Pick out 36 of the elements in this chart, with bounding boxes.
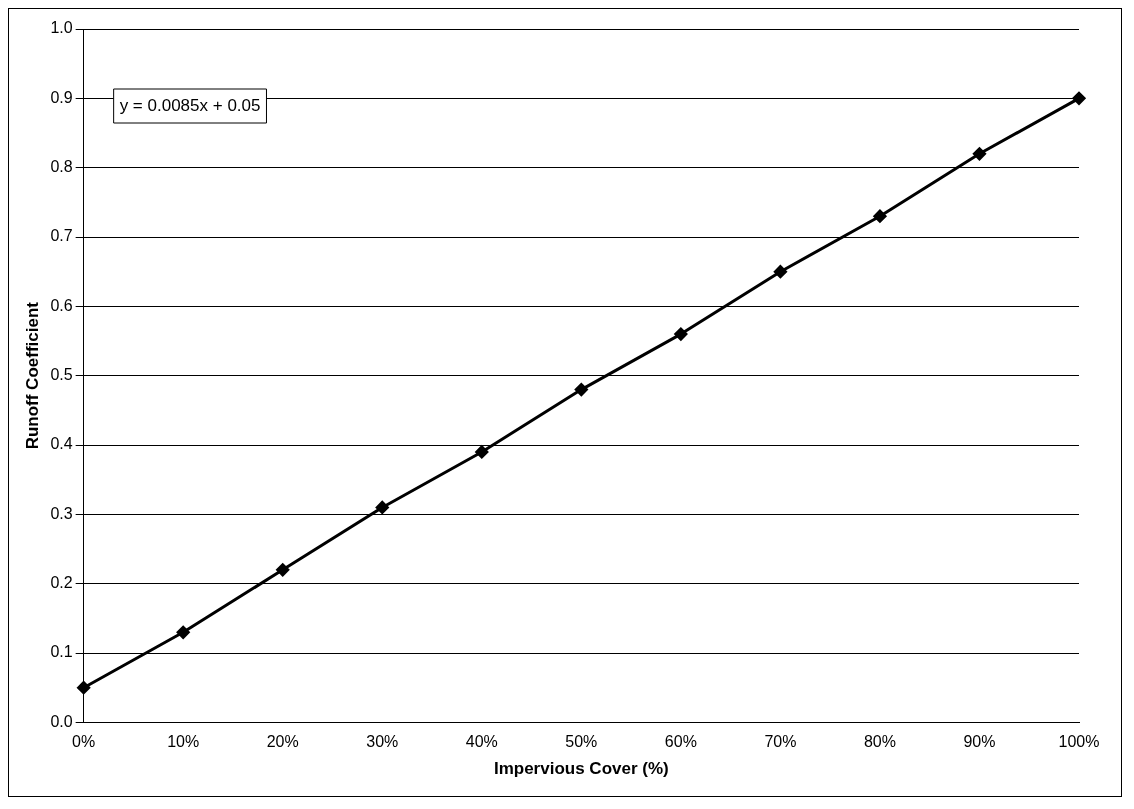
x-axis-title: Impervious Cover (%) xyxy=(493,759,669,779)
x-tick-label: 50% xyxy=(565,733,598,751)
x-tick-label: 70% xyxy=(764,733,797,751)
y-tick-label: 0.5 xyxy=(50,366,73,384)
y-axis-title: Runoff Coefficient xyxy=(22,301,42,450)
point xyxy=(873,209,887,223)
point xyxy=(773,265,787,279)
annotation: y = 0.0085x + 0.05 xyxy=(119,95,261,115)
point xyxy=(574,383,588,397)
point xyxy=(176,625,190,639)
x-tick-label: 100% xyxy=(1058,733,1100,751)
y-tick-label: 0.6 xyxy=(50,296,73,314)
x-tick-label: 20% xyxy=(266,733,299,751)
point xyxy=(276,563,290,577)
point xyxy=(77,681,91,695)
point xyxy=(375,500,389,514)
x-tick-label: 30% xyxy=(366,733,399,751)
x-tick-label: 0% xyxy=(72,733,96,751)
y-tick-label: 0.1 xyxy=(50,643,73,661)
point xyxy=(674,327,688,341)
y-tick-label: 0.8 xyxy=(50,158,73,176)
x-tick-label: 80% xyxy=(863,733,896,751)
y-tick-label: 0.3 xyxy=(50,504,73,522)
x-tick-label: 90% xyxy=(963,733,996,751)
y-tick-label: 0.0 xyxy=(50,712,73,730)
point xyxy=(1072,91,1086,105)
y-tick-label: 0.2 xyxy=(50,574,73,592)
x-tick-label: 10% xyxy=(167,733,200,751)
y-tick-label: 0.4 xyxy=(50,435,73,453)
y-tick-label: 0.9 xyxy=(50,88,73,106)
x-tick-label: 40% xyxy=(465,733,498,751)
x-tick-label: 60% xyxy=(664,733,697,751)
y-tick-label: 0.7 xyxy=(50,227,73,245)
y-tick-label: 1.0 xyxy=(50,19,73,37)
point xyxy=(972,147,986,161)
point xyxy=(475,445,489,459)
